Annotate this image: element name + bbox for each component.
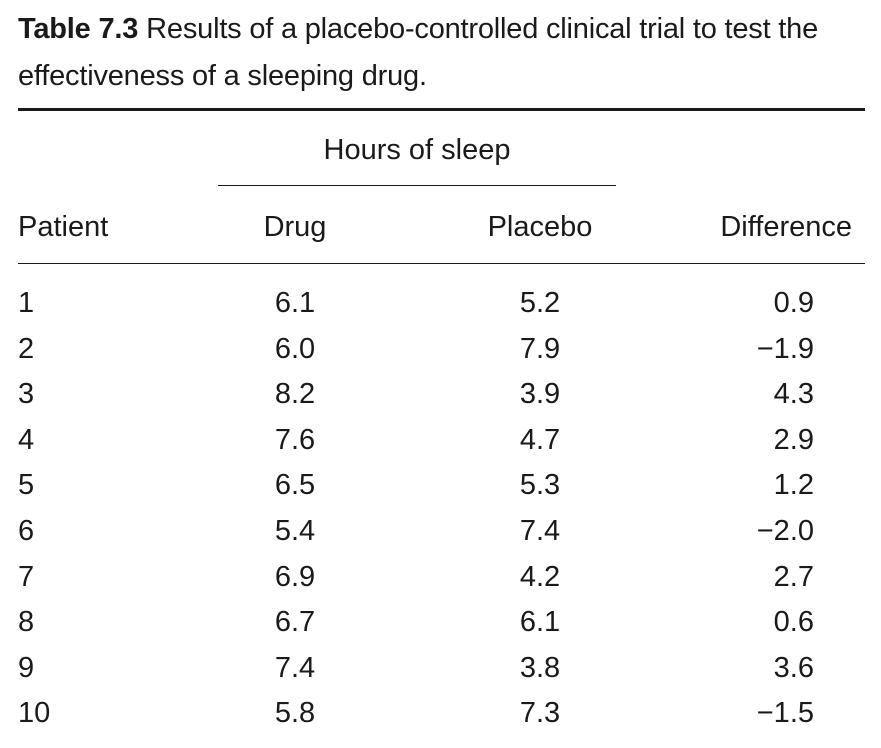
cell-placebo: 3.9	[519, 378, 561, 410]
cell-difference: −1.5	[756, 697, 814, 729]
cell-drug: 6.5	[274, 469, 316, 501]
table-caption-text: Results of a placebo-controlled clinical…	[18, 13, 819, 92]
cell-difference: −2.0	[756, 515, 814, 547]
column-header-drug: Drug	[263, 211, 327, 243]
group-header-hours-of-sleep: Hours of sleep	[323, 134, 511, 166]
cell-patient: 4	[18, 424, 35, 456]
cell-patient: 5	[18, 469, 35, 501]
table-caption: Table 7.3 Results of a placebo-controlled…	[18, 6, 868, 100]
cell-placebo: 4.7	[519, 424, 561, 456]
cell-placebo: 4.2	[519, 561, 561, 593]
cell-difference: 2.9	[773, 424, 814, 456]
cell-drug: 7.4	[274, 652, 316, 684]
column-header-placebo: Placebo	[487, 211, 593, 243]
cell-patient: 6	[18, 515, 35, 547]
cell-patient: 2	[18, 333, 35, 365]
cell-placebo: 7.9	[519, 333, 561, 365]
cell-drug: 8.2	[274, 378, 316, 410]
cell-drug: 6.1	[274, 287, 316, 319]
cell-patient: 3	[18, 378, 35, 410]
column-header-difference: Difference	[720, 211, 852, 243]
cell-drug: 7.6	[274, 424, 316, 456]
header-bottom-rule	[18, 263, 865, 264]
cell-drug: 5.8	[274, 697, 316, 729]
cell-difference: 1.2	[773, 469, 814, 501]
cell-placebo: 5.2	[519, 287, 561, 319]
cell-drug: 6.9	[274, 561, 316, 593]
cell-placebo: 5.3	[519, 469, 561, 501]
cell-placebo: 6.1	[519, 606, 561, 638]
cell-drug: 5.4	[274, 515, 316, 547]
table-caption-label: Table 7.3	[18, 13, 139, 45]
cell-patient: 7	[18, 561, 35, 593]
cell-placebo: 3.8	[519, 652, 561, 684]
cell-placebo: 7.3	[519, 697, 561, 729]
group-header-rule	[218, 185, 616, 186]
cell-drug: 6.0	[274, 333, 316, 365]
cell-difference: 2.7	[773, 561, 814, 593]
cell-difference: 0.6	[773, 606, 814, 638]
cell-drug: 6.7	[274, 606, 316, 638]
cell-difference: 0.9	[773, 287, 814, 319]
cell-patient: 9	[18, 652, 35, 684]
column-header-patient: Patient	[18, 211, 109, 243]
cell-patient: 1	[18, 287, 35, 319]
cell-difference: −1.9	[756, 333, 814, 365]
cell-difference: 3.6	[773, 652, 814, 684]
cell-patient: 10	[18, 697, 51, 729]
table-top-rule	[18, 108, 865, 111]
cell-placebo: 7.4	[519, 515, 561, 547]
cell-patient: 8	[18, 606, 35, 638]
cell-difference: 4.3	[773, 378, 814, 410]
